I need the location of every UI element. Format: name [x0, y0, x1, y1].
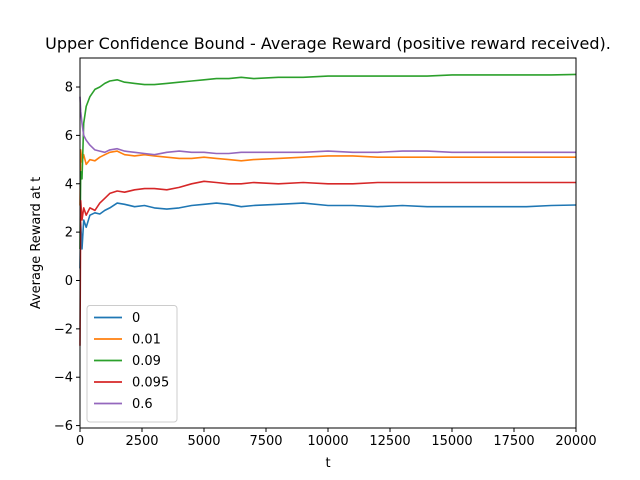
legend-label: 0.09	[132, 354, 161, 369]
series-line-0.09	[79, 73, 577, 250]
y-tick-label: 2	[65, 226, 73, 241]
y-tick-label: 8	[65, 81, 73, 96]
x-axis: 0 2500 5000 7500 10000 12500 15000 17500 20000	[76, 428, 597, 449]
y-axis-label: Average Reward at t	[29, 177, 44, 309]
y-tick-label: −4	[54, 371, 73, 386]
y-tick-label: −6	[54, 419, 73, 434]
x-tick-label: 0	[76, 434, 84, 449]
x-axis-label: t	[325, 456, 330, 471]
x-tick-label: 7500	[249, 434, 282, 449]
legend-label: 0.6	[132, 397, 153, 412]
legend-label: 0	[132, 311, 140, 326]
series-layer	[79, 73, 577, 346]
legend: 0 0.01 0.09 0.095 0.6	[86, 305, 178, 423]
y-tick-label: 6	[65, 129, 73, 144]
series-line-0.01	[79, 149, 576, 206]
x-tick-label: 12500	[369, 434, 410, 449]
series-line-0.095	[79, 180, 576, 346]
legend-box	[86, 305, 178, 423]
y-tick-label: 0	[65, 274, 73, 289]
series-line-0	[79, 202, 577, 269]
x-tick-label: 10000	[307, 434, 348, 449]
chart-title: Upper Confidence Bound - Average Reward …	[45, 34, 611, 53]
y-tick-label: 4	[65, 177, 73, 192]
y-axis: −6 −4 −2 0 2 4 6 8	[54, 81, 80, 434]
legend-label: 0.095	[132, 376, 169, 391]
x-tick-label: 17500	[493, 434, 534, 449]
legend-label: 0.01	[132, 333, 161, 348]
x-tick-label: 2500	[125, 434, 158, 449]
series-line-0.6	[79, 96, 576, 156]
x-tick-label: 15000	[431, 434, 472, 449]
y-tick-label: −2	[54, 322, 73, 337]
x-tick-label: 5000	[187, 434, 220, 449]
x-tick-label: 20000	[555, 434, 596, 449]
